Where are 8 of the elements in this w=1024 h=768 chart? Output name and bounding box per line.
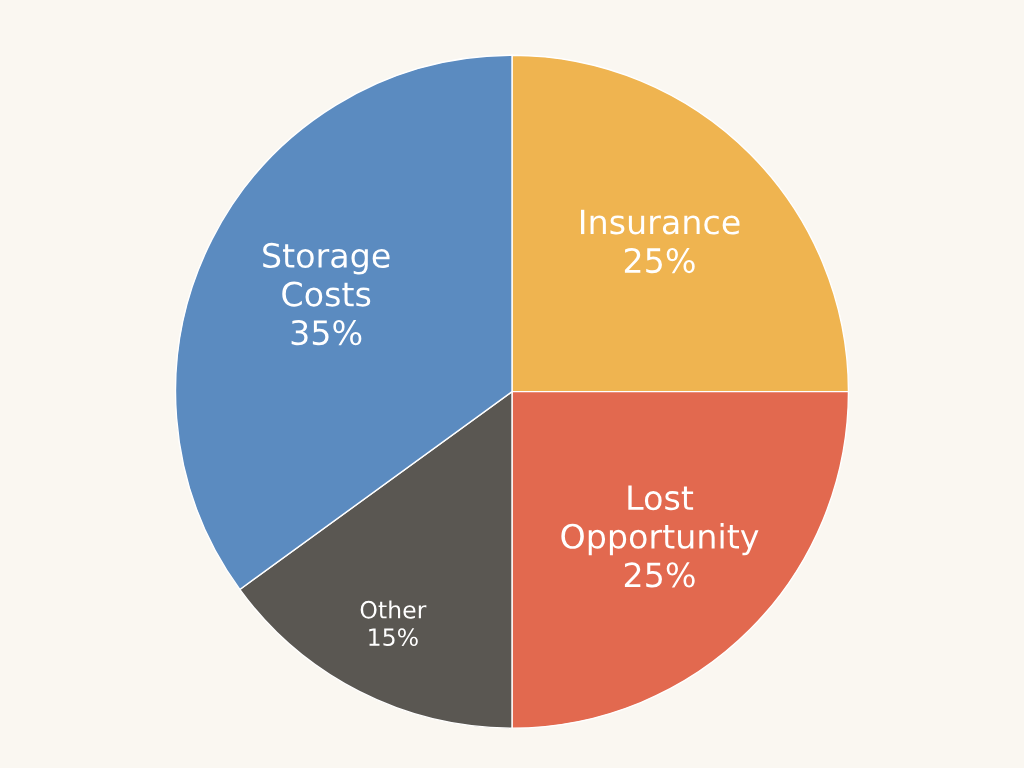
data-label: 25% bbox=[624, 247, 695, 274]
data-label: 15% bbox=[369, 628, 418, 647]
slice-label: Other bbox=[360, 600, 427, 619]
data-label: 25% bbox=[624, 562, 695, 588]
slice-label: Storage Costs bbox=[263, 242, 390, 307]
slice-label: Lost Opportunity bbox=[561, 485, 759, 556]
slice-label: Insurance bbox=[581, 209, 740, 235]
data-label: 35% bbox=[291, 320, 362, 346]
